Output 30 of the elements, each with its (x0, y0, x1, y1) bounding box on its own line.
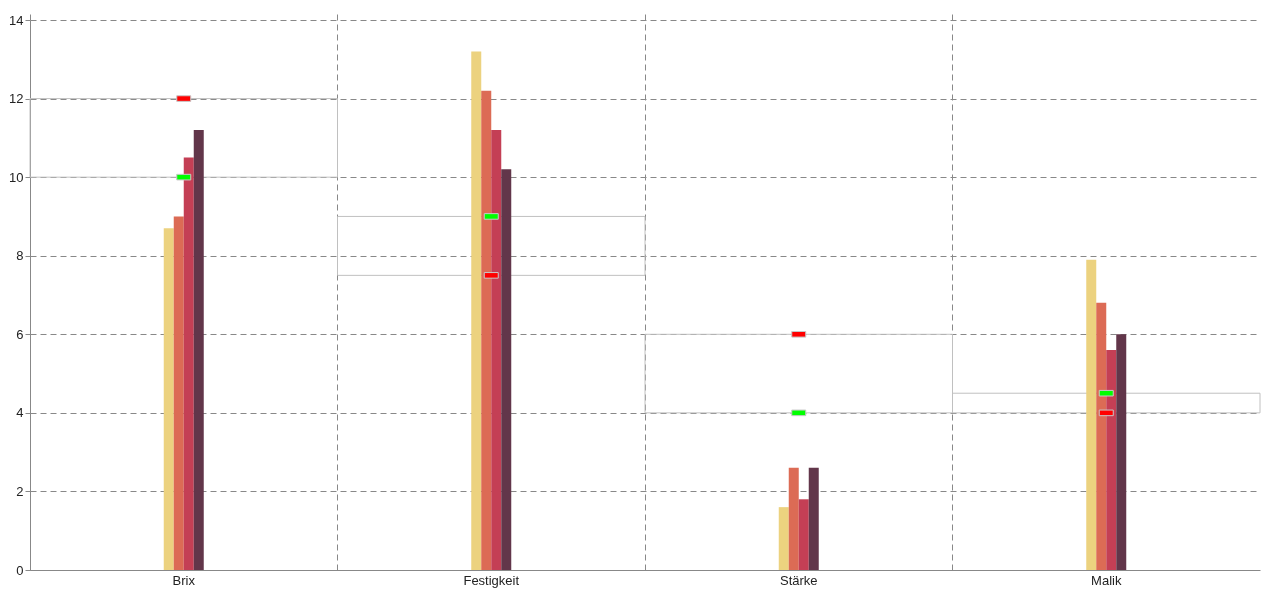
bar (471, 51, 482, 570)
bar (193, 130, 204, 570)
bar (788, 467, 799, 570)
x-tick-label: Festigkeit (463, 572, 520, 588)
bar (481, 90, 492, 570)
y-tick-label: 0 (16, 562, 24, 578)
bar (29, 98, 338, 178)
bar (1116, 334, 1127, 570)
x-tick-label: Brix (172, 572, 196, 588)
y-tick-label: 12 (9, 91, 24, 107)
bar (163, 228, 174, 570)
x-tick-label: Stärke (779, 572, 818, 588)
bar (173, 216, 184, 570)
y-tick-label: 10 (9, 169, 24, 185)
y-tick-label: 14 (9, 12, 24, 28)
bar (337, 215, 646, 276)
x-tick-label: Malik (1091, 572, 1122, 588)
bar (1086, 259, 1097, 570)
bar (183, 157, 194, 570)
bar (798, 499, 809, 570)
bar (501, 169, 512, 570)
y-tick-label: 4 (16, 405, 24, 421)
y-tick-label: 8 (16, 248, 24, 264)
bar (1106, 350, 1117, 570)
bar (491, 130, 502, 570)
bar (778, 507, 789, 570)
bar (1096, 302, 1107, 570)
y-tick-label: 6 (16, 326, 24, 342)
bar (808, 467, 819, 570)
y-tick-label: 2 (16, 483, 24, 499)
